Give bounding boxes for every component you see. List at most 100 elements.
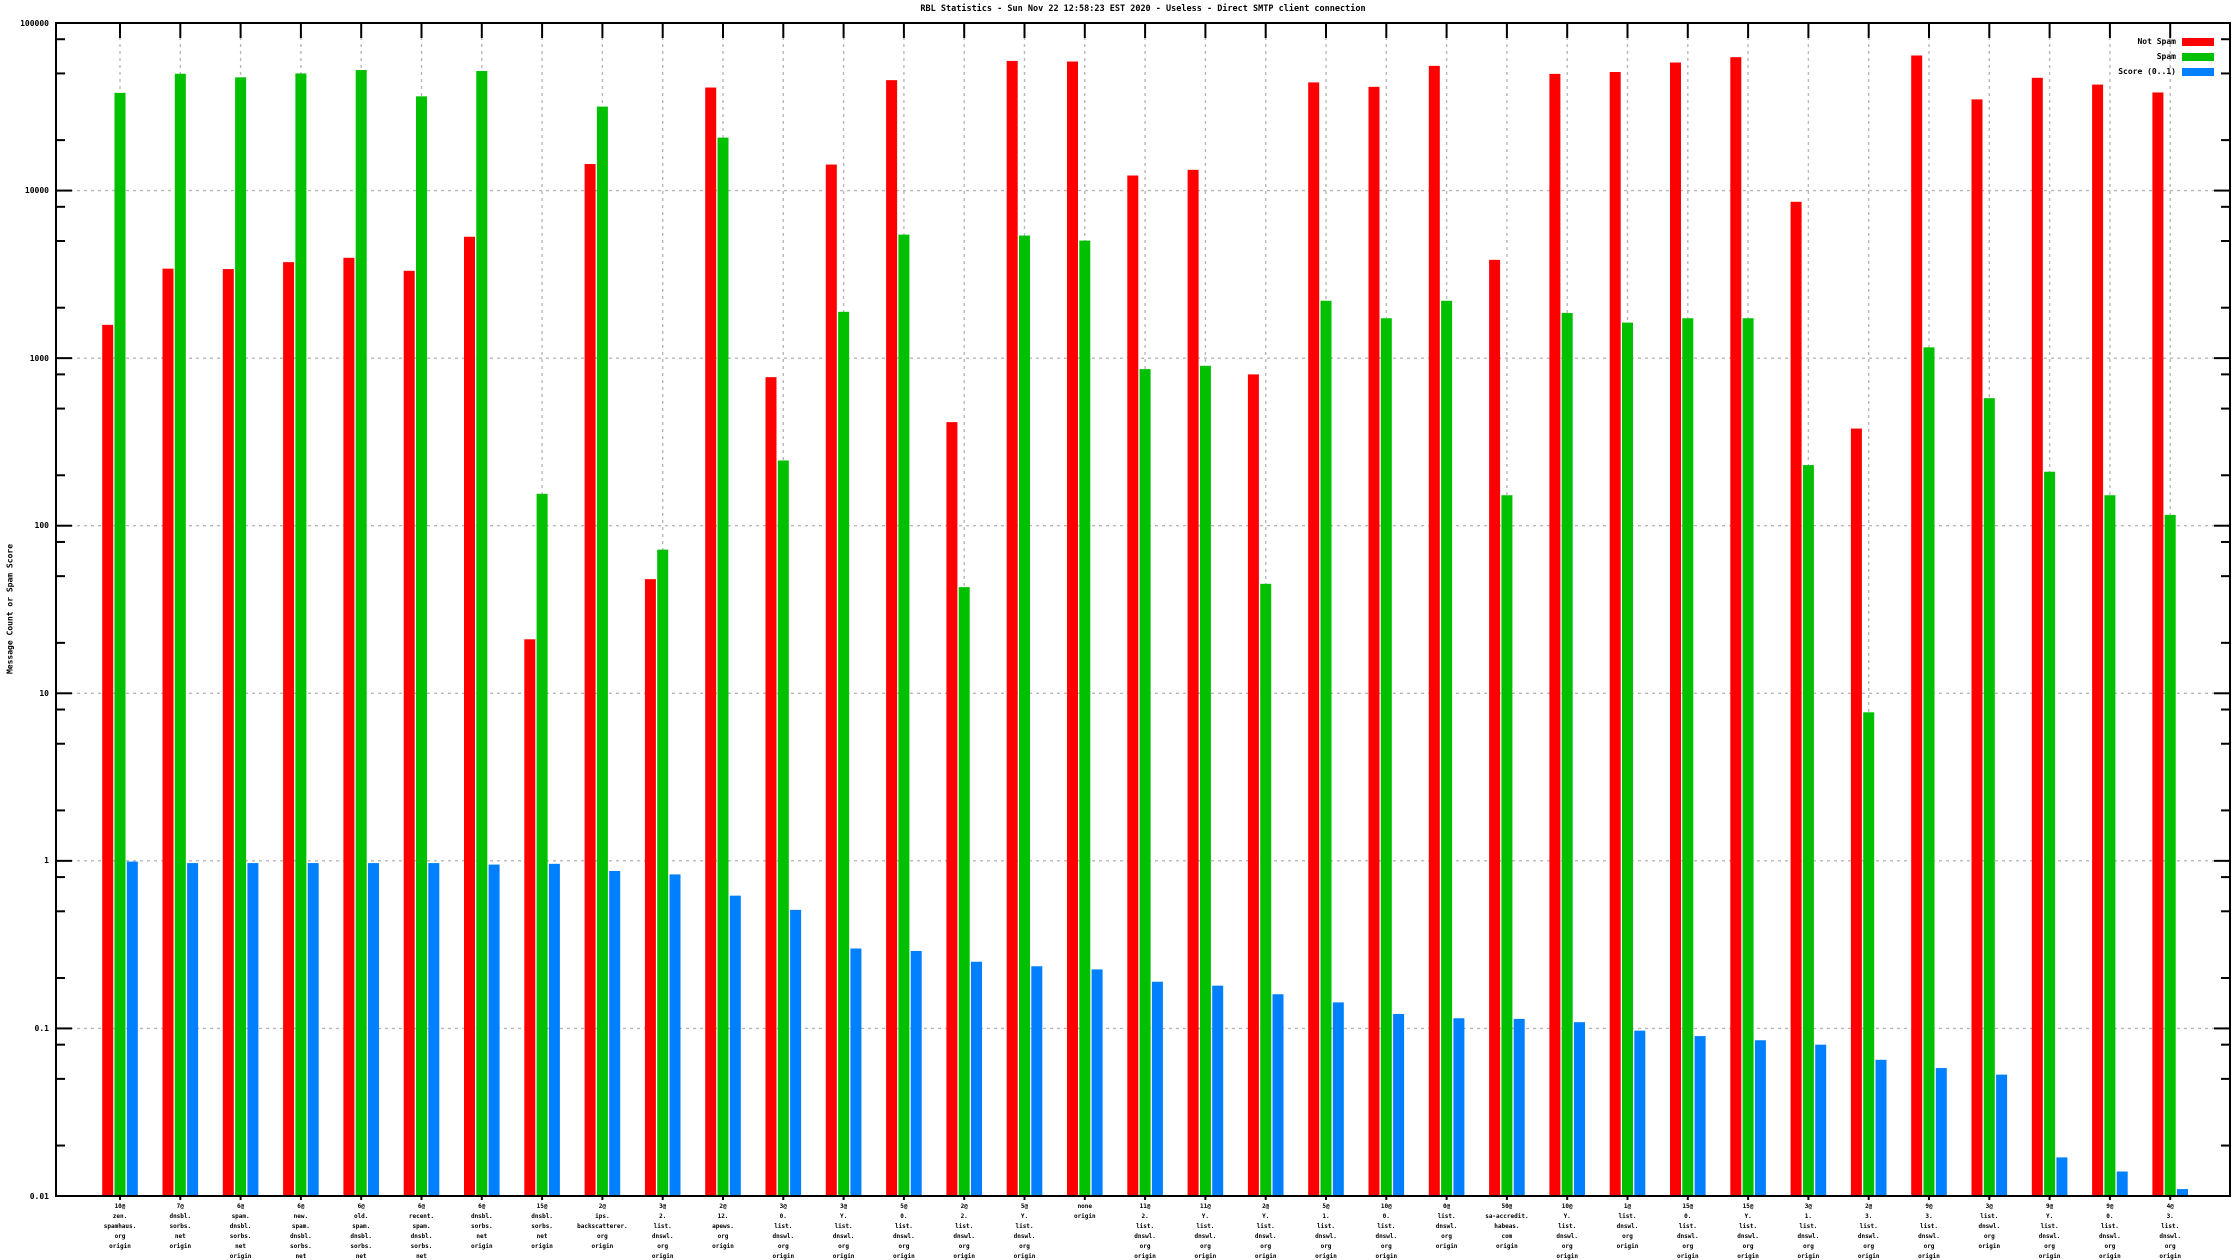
bar-not-spam	[1911, 55, 1923, 1196]
bar-score-0-1-	[1453, 1018, 1465, 1196]
bar-not-spam	[1489, 259, 1501, 1196]
bar-spam	[174, 73, 186, 1196]
bar-score-0-1-	[307, 863, 319, 1196]
y-tick-label: 10000	[24, 186, 49, 196]
bar-spam	[1139, 369, 1151, 1197]
legend-item: Spam	[2157, 52, 2214, 61]
bar-score-0-1-	[1091, 969, 1103, 1196]
bar-score-0-1-	[1513, 1018, 1525, 1196]
bar-spam	[1501, 495, 1513, 1196]
x-category-label: 1@ list. dnswl. org origin	[1616, 1203, 1639, 1250]
bar-score-0-1-	[1754, 1040, 1766, 1196]
legend-swatch	[2182, 67, 2214, 76]
bar-score-0-1-	[1031, 966, 1043, 1196]
x-category-label: 6@ new. spam. dnsbl. sorbs. net origin	[290, 1203, 312, 1260]
bar-not-spam	[765, 377, 777, 1196]
bar-score-0-1-	[669, 874, 681, 1196]
bar-spam	[295, 73, 307, 1197]
chart-title: RBL Statistics - Sun Nov 22 12:58:23 EST…	[920, 4, 1366, 14]
bar-spam	[657, 549, 669, 1196]
bar-not-spam	[1549, 73, 1561, 1197]
legend-swatch	[2182, 37, 2214, 46]
bar-not-spam	[2152, 92, 2164, 1196]
bar-not-spam	[886, 80, 898, 1197]
x-category-label: 50@ sa-accredit. habeas. com origin	[1485, 1203, 1529, 1250]
bar-spam	[958, 587, 970, 1196]
bar-not-spam	[1790, 201, 1802, 1196]
legend-swatch	[2182, 52, 2214, 61]
bar-not-spam	[1609, 72, 1621, 1196]
bar-spam	[416, 96, 427, 1197]
bar-spam	[1441, 300, 1453, 1197]
bar-spam	[1682, 318, 1694, 1196]
bar-not-spam	[1670, 62, 1681, 1197]
bar-spam	[2104, 495, 2116, 1196]
bar-score-0-1-	[1393, 1013, 1405, 1196]
x-category-label: 11@ Y. list. dnswl. org origin	[1194, 1203, 1217, 1260]
x-category-label: 10@ Y. list. dnswl. org origin	[1556, 1203, 1579, 1260]
y-tick-label: 1000	[29, 353, 49, 363]
x-category-label: 9@ Y. list. dnswl. org origin	[2038, 1203, 2061, 1260]
bar-not-spam	[464, 236, 475, 1197]
bar-spam	[1380, 318, 1392, 1196]
x-category-label: 10@ 0. list. dnswl. org origin	[1375, 1203, 1398, 1260]
bar-score-0-1-	[428, 863, 440, 1196]
legend-label: Not Spam	[2137, 37, 2176, 46]
x-category-label: 11@ 2. list. dnswl. org origin	[1134, 1203, 1156, 1260]
x-category-label: 15@ 0. list. dnswl. org origin	[1676, 1203, 1699, 1260]
bar-score-0-1-	[488, 864, 500, 1196]
bar-not-spam	[283, 262, 295, 1196]
bar-not-spam	[343, 257, 355, 1196]
bar-not-spam	[102, 324, 114, 1196]
x-category-label: 9@ 3. list. dnswl. org origin	[1918, 1203, 1940, 1260]
bar-spam	[1079, 240, 1091, 1197]
bar-not-spam	[1368, 86, 1380, 1196]
bar-spam	[1802, 465, 1814, 1197]
bar-not-spam	[162, 268, 174, 1196]
bar-score-0-1-	[187, 863, 199, 1196]
bar-score-0-1-	[1935, 1068, 1947, 1196]
x-category-label: 2@ 2. list. dnswl. org origin	[953, 1203, 976, 1260]
bar-spam	[1199, 365, 1211, 1196]
bar-score-0-1-	[368, 863, 379, 1196]
legend-label: Score (0..1)	[2118, 67, 2176, 76]
x-category-label: 2@ ips. backscatterer. org origin	[577, 1203, 628, 1250]
bar-score-0-1-	[1634, 1030, 1646, 1196]
plot-border	[55, 22, 2231, 1197]
x-category-label: 3@ Y. list. dnswl. org origin	[832, 1203, 855, 1260]
bar-score-0-1-	[2116, 1171, 2128, 1196]
bar-score-0-1-	[850, 948, 862, 1196]
x-category-label: 9@ 0. list. dnswl. org origin	[2099, 1203, 2121, 1260]
bar-score-0-1-	[1212, 985, 1224, 1196]
bar-score-0-1-	[1875, 1059, 1887, 1196]
x-category-label: none origin	[1073, 1203, 1096, 1220]
y-tick-label: 0.1	[34, 1023, 49, 1033]
bar-not-spam	[1187, 169, 1199, 1197]
bar-spam	[777, 460, 789, 1196]
x-category-label: 15@ dnsbl. sorbs. net origin	[531, 1203, 553, 1250]
bar-score-0-1-	[126, 861, 138, 1196]
bar-not-spam	[2031, 77, 2043, 1196]
legend-item: Score (0..1)	[2118, 67, 2214, 76]
x-category-label: 10@ zen. spamhaus. org origin	[103, 1203, 137, 1250]
bar-score-0-1-	[1332, 1002, 1344, 1196]
x-category-label: 6@ old. spam. dnsbl. sorbs. net origin	[350, 1203, 373, 1260]
legend-item: Not Spam	[2137, 37, 2214, 46]
bar-spam	[1742, 318, 1754, 1196]
bar-not-spam	[524, 639, 536, 1196]
x-category-label: 3@ 2. list. dnswl. org origin	[651, 1203, 674, 1260]
bar-score-0-1-	[1815, 1044, 1827, 1196]
y-axis-title: Message Count or Spam Score	[5, 543, 15, 675]
bar-score-0-1-	[1694, 1036, 1706, 1196]
x-category-label: 15@ Y. list. dnswl. org origin	[1737, 1203, 1759, 1260]
bar-not-spam	[825, 164, 837, 1197]
x-category-label: 5@ 1. list. dnswl. org origin	[1315, 1203, 1337, 1260]
bar-not-spam	[1971, 99, 1983, 1197]
bar-not-spam	[1730, 57, 1742, 1196]
x-category-label: 2@ Y. list. dnswl. org origin	[1254, 1203, 1277, 1260]
bar-not-spam	[1127, 175, 1139, 1196]
y-tick-label: 0.01	[29, 1191, 49, 1201]
x-category-label: 5@ 0. list. dnswl. org origin	[893, 1203, 915, 1260]
bar-score-0-1-	[1996, 1074, 2008, 1196]
bar-spam	[114, 92, 126, 1196]
